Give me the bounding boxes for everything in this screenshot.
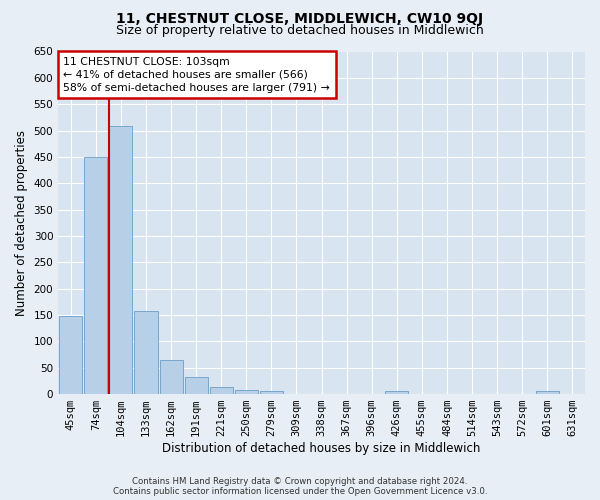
X-axis label: Distribution of detached houses by size in Middlewich: Distribution of detached houses by size … (163, 442, 481, 455)
Bar (209, 386, 233, 394)
Text: 11, CHESTNUT CLOSE, MIDDLEWICH, CW10 9QJ: 11, CHESTNUT CLOSE, MIDDLEWICH, CW10 9QJ (116, 12, 484, 26)
Bar (185, 377, 208, 394)
Y-axis label: Number of detached properties: Number of detached properties (15, 130, 28, 316)
Bar (160, 360, 182, 394)
Bar (84, 158, 107, 394)
Bar (385, 392, 409, 394)
Bar (134, 312, 158, 394)
Bar (109, 126, 133, 394)
Bar (235, 390, 258, 394)
Text: Contains HM Land Registry data © Crown copyright and database right 2024.
Contai: Contains HM Land Registry data © Crown c… (113, 476, 487, 496)
Text: Size of property relative to detached houses in Middlewich: Size of property relative to detached ho… (116, 24, 484, 37)
Bar (260, 392, 283, 394)
Text: 11 CHESTNUT CLOSE: 103sqm
← 41% of detached houses are smaller (566)
58% of semi: 11 CHESTNUT CLOSE: 103sqm ← 41% of detac… (64, 56, 330, 93)
Bar (536, 392, 559, 394)
Bar (59, 316, 82, 394)
